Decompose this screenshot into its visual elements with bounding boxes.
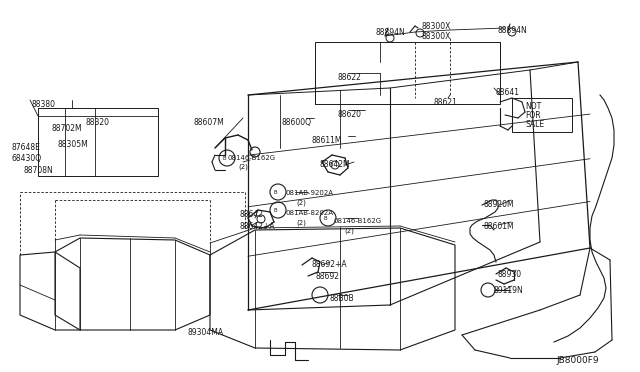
Text: 08146-B162G: 08146-B162G bbox=[227, 155, 275, 161]
Text: 88642M: 88642M bbox=[320, 160, 351, 169]
Text: 88642+A: 88642+A bbox=[240, 222, 276, 231]
Text: 88641: 88641 bbox=[496, 88, 520, 97]
Text: 88607M: 88607M bbox=[193, 118, 224, 127]
Text: 68430Q: 68430Q bbox=[12, 154, 42, 163]
Text: 081AB-9202A: 081AB-9202A bbox=[285, 190, 333, 196]
Text: 88708N: 88708N bbox=[24, 166, 54, 175]
Text: NOT: NOT bbox=[525, 102, 541, 111]
Text: 081AB-8202A: 081AB-8202A bbox=[285, 210, 333, 216]
Text: 88601M: 88601M bbox=[483, 222, 514, 231]
Text: 88920M: 88920M bbox=[483, 200, 514, 209]
Text: 88600Q: 88600Q bbox=[282, 118, 312, 127]
Text: 88702M: 88702M bbox=[52, 124, 83, 133]
Text: (2): (2) bbox=[238, 164, 248, 170]
Text: B: B bbox=[323, 215, 327, 221]
Text: B: B bbox=[273, 189, 277, 195]
Text: (2): (2) bbox=[296, 219, 306, 225]
Text: 88621: 88621 bbox=[433, 98, 457, 107]
Text: 88380: 88380 bbox=[32, 100, 56, 109]
Text: 88611M: 88611M bbox=[311, 136, 342, 145]
Text: 08146-B162G: 08146-B162G bbox=[333, 218, 381, 224]
Text: 88320: 88320 bbox=[86, 118, 110, 127]
Text: FOR: FOR bbox=[525, 111, 541, 120]
Text: 89304MA: 89304MA bbox=[188, 328, 224, 337]
Text: 89119N: 89119N bbox=[494, 286, 524, 295]
Text: 88620: 88620 bbox=[337, 110, 361, 119]
Text: (2): (2) bbox=[344, 227, 354, 234]
Text: 88B0B: 88B0B bbox=[330, 294, 355, 303]
Text: 88930: 88930 bbox=[498, 270, 522, 279]
Bar bbox=[38, 108, 158, 176]
Text: 88300X: 88300X bbox=[421, 32, 451, 41]
Text: 88642: 88642 bbox=[240, 210, 264, 219]
Text: B: B bbox=[222, 155, 226, 160]
Text: 88692+A: 88692+A bbox=[312, 260, 348, 269]
Text: 87648E: 87648E bbox=[12, 143, 41, 152]
Text: SALE: SALE bbox=[525, 120, 544, 129]
Text: (2): (2) bbox=[296, 199, 306, 205]
Bar bbox=[512, 98, 572, 132]
Text: 88305M: 88305M bbox=[58, 140, 89, 149]
Text: 88300X: 88300X bbox=[421, 22, 451, 31]
Text: 88622: 88622 bbox=[337, 73, 361, 82]
Text: 88894N: 88894N bbox=[375, 28, 404, 37]
Text: JB8000F9: JB8000F9 bbox=[556, 356, 598, 365]
Text: 88894N: 88894N bbox=[497, 26, 527, 35]
Text: B: B bbox=[273, 208, 277, 212]
Bar bbox=[315, 42, 500, 104]
Text: 88692: 88692 bbox=[316, 272, 340, 281]
